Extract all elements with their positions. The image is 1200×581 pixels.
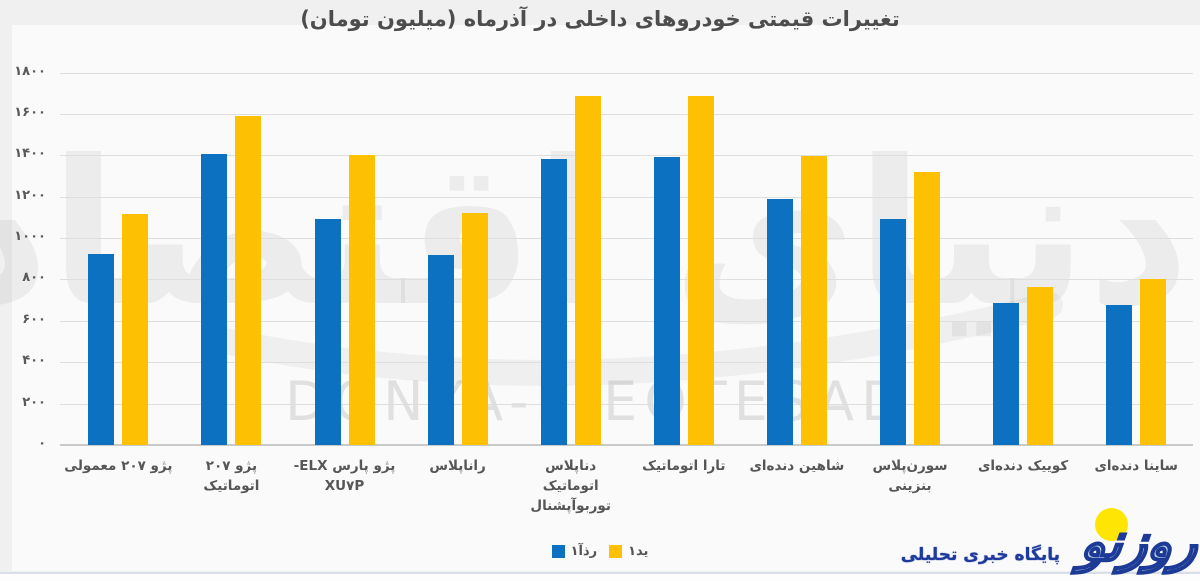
bar-dey bbox=[122, 214, 149, 445]
bar-azar bbox=[88, 253, 115, 445]
bar-azar bbox=[1106, 305, 1133, 445]
x-axis-line bbox=[60, 444, 1193, 446]
logo-sun-icon bbox=[1095, 508, 1128, 541]
y-tick-label: ۱۰۰۰ bbox=[14, 229, 46, 245]
bottom-band bbox=[0, 574, 1200, 581]
gridline bbox=[60, 279, 1193, 281]
gridline bbox=[60, 362, 1193, 364]
category-label: تارا اتوماتیک bbox=[642, 458, 726, 474]
gridline bbox=[60, 320, 1193, 322]
bar-azar bbox=[653, 157, 680, 445]
bar-dey bbox=[574, 96, 601, 445]
category-label: پژو ۲۰۷ اتوماتیک bbox=[203, 458, 260, 494]
logo-tagline: پایگاه خبری تحلیلی bbox=[900, 545, 1060, 565]
bar-dey bbox=[1140, 279, 1167, 445]
bar-azar bbox=[314, 219, 341, 445]
legend-label-azar: ۱آذر bbox=[570, 544, 598, 559]
bar-dey bbox=[461, 213, 488, 445]
gridline bbox=[60, 403, 1193, 405]
category-label: شاهین دنده‌ای bbox=[749, 458, 845, 474]
bar-azar bbox=[540, 159, 567, 445]
legend-swatch-dey bbox=[609, 545, 623, 558]
legend: ۱آذر ۱دی bbox=[0, 544, 1200, 559]
gridline bbox=[60, 113, 1193, 115]
bar-dey bbox=[800, 156, 827, 445]
gridline bbox=[60, 155, 1193, 157]
chart-title: تغییرات قیمتی خودروهای داخلی در آذرماه (… bbox=[300, 7, 900, 31]
bar-azar bbox=[427, 254, 454, 445]
y-tick-label: ۶۰۰ bbox=[22, 311, 46, 327]
bar-dey bbox=[235, 116, 262, 445]
gridline bbox=[60, 72, 1193, 74]
category-label: ساینا دنده‌ای bbox=[1094, 458, 1178, 474]
category-label: دناپلاس اتوماتیک توربوآپشنال bbox=[530, 458, 611, 514]
y-tick-label: ۱۴۰۰ bbox=[14, 146, 46, 162]
gridline bbox=[60, 196, 1193, 198]
legend-item-dey: ۱دی bbox=[609, 544, 648, 559]
bar-dey bbox=[348, 155, 375, 445]
bar-dey bbox=[914, 171, 940, 445]
y-tick-label: ۱۲۰۰ bbox=[14, 187, 46, 203]
bottom-divider bbox=[0, 572, 1200, 574]
category-label: پژو ۲۰۷ معمولی bbox=[64, 458, 173, 474]
category-label: کوییک دنده‌ای bbox=[978, 458, 1069, 474]
legend-swatch-azar bbox=[551, 545, 565, 558]
y-tick-label: ۱۸۰۰ bbox=[14, 63, 46, 79]
category-label: پژو پارس ELX- XU۷P bbox=[293, 458, 396, 494]
bar-azar bbox=[993, 303, 1020, 445]
bar-azar bbox=[880, 219, 906, 445]
gridline bbox=[60, 238, 1193, 240]
legend-item-azar: ۱آذر bbox=[551, 544, 598, 559]
bar-dey bbox=[687, 96, 714, 445]
bar-dey bbox=[1027, 286, 1054, 445]
y-tick-label: ۸۰۰ bbox=[22, 270, 46, 286]
bar-azar bbox=[201, 154, 228, 445]
y-tick-label: ۲۰۰ bbox=[22, 394, 46, 410]
legend-label-dey: ۱دی bbox=[628, 544, 649, 559]
y-tick-label: ۱۶۰۰ bbox=[14, 104, 46, 120]
site-logo: پایگاه خبری تحلیلی روزنو bbox=[850, 495, 1200, 581]
category-label: راناپلاس bbox=[429, 458, 486, 474]
y-tick-label: ۰ bbox=[38, 436, 46, 451]
y-tick-label: ۴۰۰ bbox=[22, 353, 46, 369]
category-label: سورن‌پلاس بنزینی bbox=[872, 458, 948, 494]
logo-wordmark: روزنو bbox=[1077, 512, 1200, 575]
bar-azar bbox=[766, 198, 793, 445]
